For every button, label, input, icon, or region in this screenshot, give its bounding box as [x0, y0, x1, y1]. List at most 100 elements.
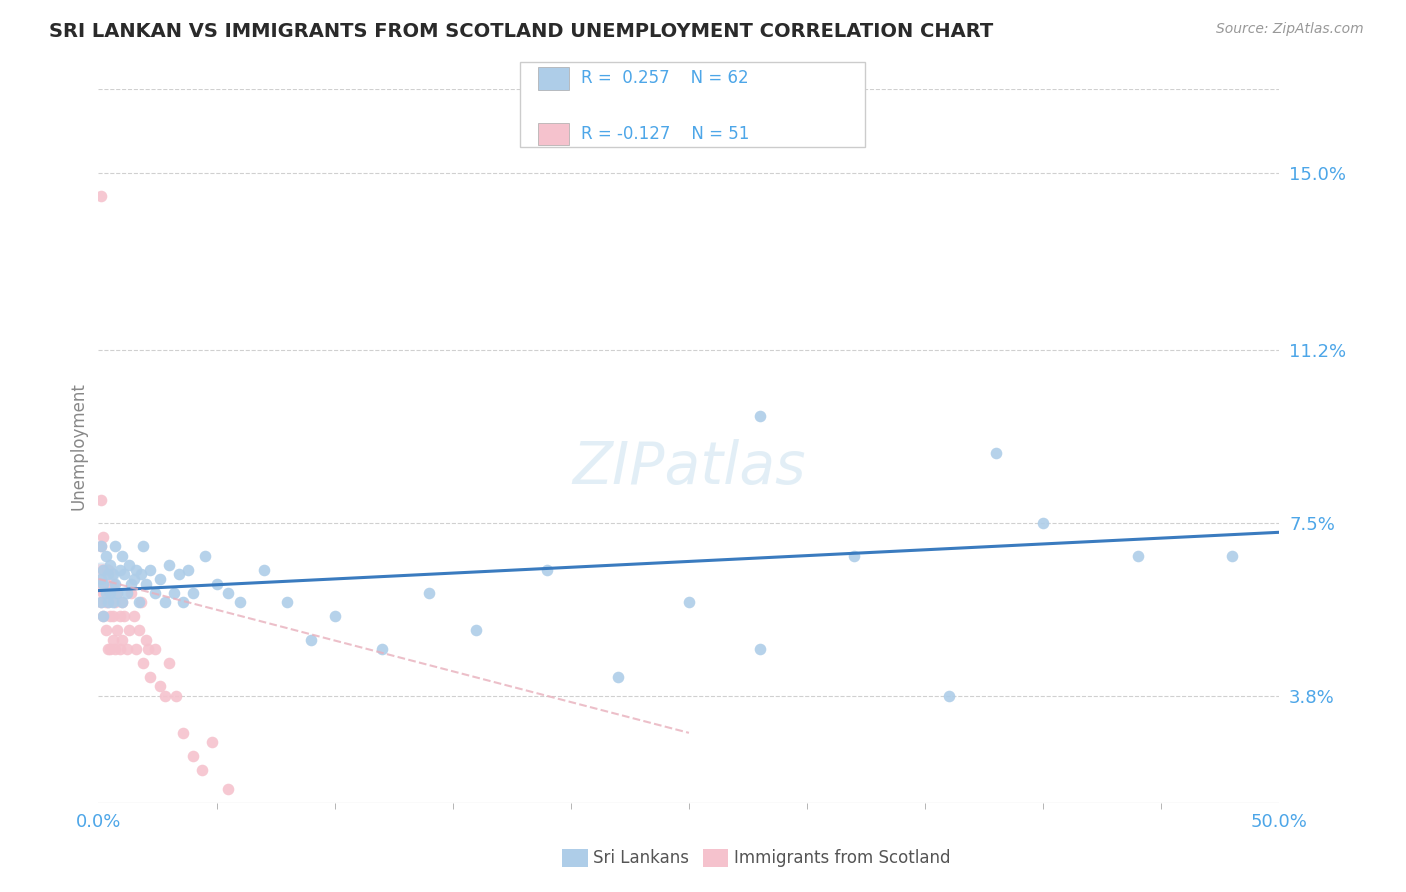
- Point: [128, 624, 150, 638]
- Point: [229, 595, 252, 609]
- Point: [111, 549, 134, 563]
- Point: [128, 595, 150, 609]
- Point: [98, 641, 121, 656]
- Point: [94, 576, 117, 591]
- Point: [125, 641, 148, 656]
- Point: [115, 641, 138, 656]
- Point: [104, 539, 127, 553]
- Point: [101, 632, 124, 647]
- Point: [111, 632, 134, 647]
- Text: R =  0.257    N = 62: R = 0.257 N = 62: [581, 70, 748, 87]
- Point: [104, 576, 127, 591]
- Point: [1126, 549, 1149, 563]
- Point: [101, 567, 124, 582]
- Point: [201, 735, 224, 749]
- Point: [536, 563, 558, 577]
- Point: [418, 586, 440, 600]
- Point: [90, 572, 112, 586]
- Point: [91, 563, 114, 577]
- Point: [118, 624, 141, 638]
- Point: [94, 624, 117, 638]
- Point: [105, 624, 128, 638]
- Point: [167, 567, 190, 582]
- Point: [139, 563, 162, 577]
- Point: [371, 641, 394, 656]
- Point: [748, 409, 770, 423]
- Point: [172, 595, 194, 609]
- Point: [91, 530, 114, 544]
- Point: [177, 563, 200, 577]
- Point: [90, 539, 112, 553]
- Point: [984, 446, 1007, 460]
- Point: [112, 609, 135, 624]
- Point: [194, 549, 217, 563]
- Point: [98, 586, 121, 600]
- Point: [94, 595, 117, 609]
- Point: [181, 586, 204, 600]
- Point: [172, 726, 194, 740]
- Text: Source: ZipAtlas.com: Source: ZipAtlas.com: [1216, 22, 1364, 37]
- Point: [90, 539, 112, 553]
- Point: [104, 641, 127, 656]
- Text: Sri Lankans: Sri Lankans: [593, 849, 689, 867]
- Point: [132, 539, 155, 553]
- Point: [108, 563, 131, 577]
- Point: [101, 595, 124, 609]
- Point: [118, 558, 141, 572]
- Point: [101, 609, 124, 624]
- Point: [149, 679, 172, 693]
- Point: [94, 549, 117, 563]
- Text: R = -0.127    N = 51: R = -0.127 N = 51: [581, 125, 749, 143]
- Point: [132, 656, 155, 670]
- Point: [112, 567, 135, 582]
- Point: [465, 624, 488, 638]
- Point: [105, 586, 128, 600]
- Point: [135, 632, 157, 647]
- Point: [938, 689, 960, 703]
- Text: SRI LANKAN VS IMMIGRANTS FROM SCOTLAND UNEMPLOYMENT CORRELATION CHART: SRI LANKAN VS IMMIGRANTS FROM SCOTLAND U…: [49, 22, 994, 41]
- Point: [157, 656, 180, 670]
- Point: [121, 586, 143, 600]
- Point: [91, 563, 114, 577]
- Point: [91, 609, 114, 624]
- Point: [1032, 516, 1054, 530]
- Point: [105, 586, 128, 600]
- Point: [253, 563, 276, 577]
- Point: [125, 563, 148, 577]
- Point: [607, 670, 630, 684]
- Point: [181, 749, 204, 764]
- Point: [90, 595, 112, 609]
- Point: [299, 632, 322, 647]
- Point: [101, 576, 124, 591]
- Point: [90, 189, 112, 203]
- Point: [90, 576, 112, 591]
- Text: Immigrants from Scotland: Immigrants from Scotland: [734, 849, 950, 867]
- Point: [98, 586, 121, 600]
- Point: [844, 549, 866, 563]
- Point: [97, 595, 120, 609]
- Point: [108, 609, 131, 624]
- Y-axis label: Unemployment: Unemployment: [69, 382, 87, 510]
- Point: [748, 641, 770, 656]
- Point: [90, 572, 112, 586]
- Point: [143, 586, 166, 600]
- Point: [165, 689, 187, 703]
- Point: [149, 572, 172, 586]
- Point: [122, 609, 145, 624]
- Point: [129, 567, 152, 582]
- Point: [217, 781, 239, 796]
- Point: [139, 670, 162, 684]
- Point: [122, 572, 145, 586]
- Point: [157, 558, 180, 572]
- Point: [191, 763, 214, 777]
- Point: [97, 641, 120, 656]
- Point: [323, 609, 346, 624]
- Point: [205, 576, 228, 591]
- Point: [115, 586, 138, 600]
- Point: [111, 595, 134, 609]
- Point: [135, 576, 157, 591]
- Point: [143, 641, 166, 656]
- Point: [121, 576, 143, 591]
- Point: [678, 595, 700, 609]
- Point: [97, 595, 120, 609]
